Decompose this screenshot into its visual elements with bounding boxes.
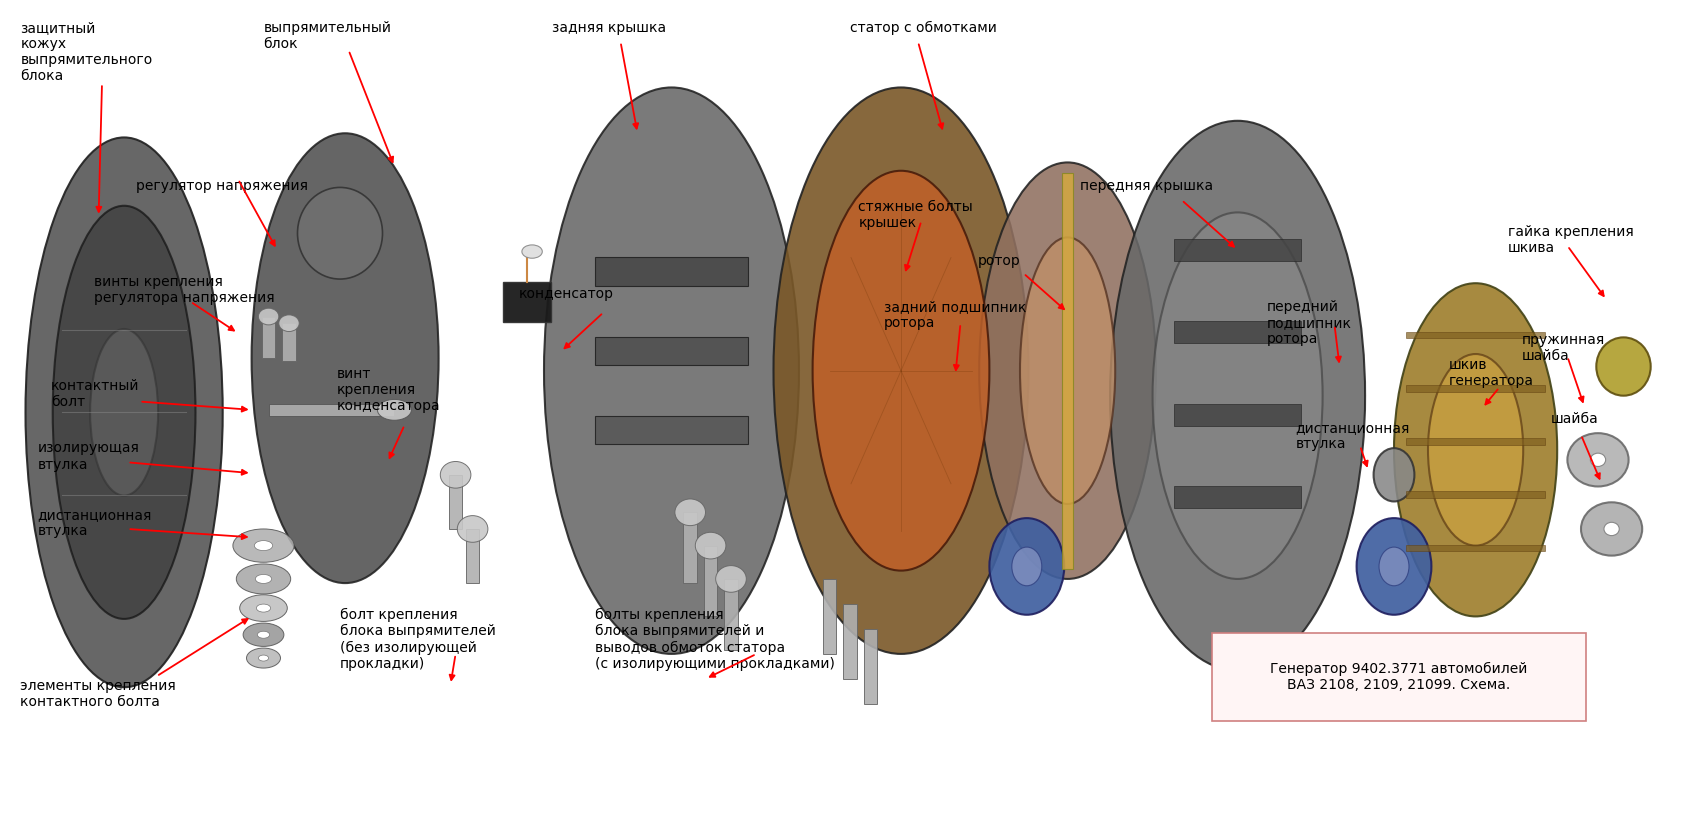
- Ellipse shape: [246, 648, 280, 668]
- Ellipse shape: [1153, 212, 1323, 579]
- Text: дистанционная
втулка: дистанционная втулка: [37, 508, 151, 538]
- Ellipse shape: [26, 137, 223, 687]
- Ellipse shape: [255, 541, 272, 551]
- Bar: [449, 475, 462, 529]
- Ellipse shape: [279, 315, 299, 332]
- Text: болт крепления
блока выпрямителей
(без изолирующей
прокладки): болт крепления блока выпрямителей (без и…: [340, 608, 496, 671]
- Ellipse shape: [1012, 547, 1042, 586]
- Bar: [1173, 486, 1300, 508]
- Ellipse shape: [544, 87, 799, 654]
- Text: Генератор 9402.3771 автомобилей
ВАЗ 2108, 2109, 21099. Схема.: Генератор 9402.3771 автомобилей ВАЗ 2108…: [1270, 661, 1528, 692]
- Ellipse shape: [1394, 283, 1557, 616]
- Bar: [1062, 173, 1073, 568]
- Text: защитный
кожух
выпрямительного
блока: защитный кожух выпрямительного блока: [20, 21, 153, 83]
- Text: задний подшипник
ротора: задний подшипник ротора: [884, 300, 1027, 330]
- Bar: [262, 317, 275, 358]
- Bar: [1406, 332, 1545, 338]
- Text: стяжные болты
крышек: стяжные болты крышек: [858, 200, 972, 230]
- Bar: [1406, 545, 1545, 551]
- Ellipse shape: [1590, 453, 1605, 466]
- Text: ротор: ротор: [977, 254, 1020, 268]
- Bar: [823, 579, 836, 654]
- Ellipse shape: [252, 133, 439, 583]
- FancyBboxPatch shape: [1212, 633, 1586, 721]
- Text: элементы крепления
контактного болта: элементы крепления контактного болта: [20, 679, 177, 709]
- Text: выпрямительный
блок: выпрямительный блок: [264, 21, 391, 51]
- Ellipse shape: [1379, 547, 1409, 586]
- Ellipse shape: [233, 529, 294, 562]
- Bar: [1173, 239, 1300, 261]
- Bar: [1173, 322, 1300, 343]
- Ellipse shape: [1357, 518, 1431, 615]
- Text: винты крепления
регулятора напряжения: винты крепления регулятора напряжения: [94, 275, 274, 305]
- Ellipse shape: [257, 631, 270, 638]
- Text: контактный
болт: контактный болт: [51, 379, 139, 409]
- Ellipse shape: [257, 604, 270, 612]
- Ellipse shape: [1567, 433, 1629, 486]
- Ellipse shape: [979, 162, 1156, 579]
- Ellipse shape: [675, 499, 705, 526]
- Ellipse shape: [377, 400, 411, 421]
- Ellipse shape: [53, 206, 196, 619]
- Text: гайка крепления
шкива: гайка крепления шкива: [1508, 225, 1634, 255]
- Ellipse shape: [774, 87, 1028, 654]
- Bar: [1406, 438, 1545, 445]
- Bar: [683, 512, 697, 583]
- Ellipse shape: [1374, 448, 1414, 501]
- Bar: [503, 282, 551, 322]
- Ellipse shape: [243, 623, 284, 646]
- Text: шайба: шайба: [1550, 412, 1598, 426]
- Text: винт
крепления
конденсатора: винт крепления конденсатора: [337, 367, 440, 413]
- Ellipse shape: [989, 518, 1064, 615]
- Ellipse shape: [1581, 502, 1642, 556]
- Bar: [704, 546, 717, 616]
- Bar: [595, 257, 748, 286]
- Bar: [282, 323, 296, 361]
- Bar: [1406, 385, 1545, 392]
- Ellipse shape: [695, 532, 726, 559]
- Bar: [269, 404, 394, 416]
- Bar: [843, 604, 857, 679]
- Ellipse shape: [457, 516, 488, 542]
- Bar: [724, 579, 738, 650]
- Bar: [864, 629, 877, 704]
- Text: дистанционная
втулка: дистанционная втулка: [1295, 421, 1409, 451]
- Text: передняя крышка: передняя крышка: [1080, 179, 1212, 193]
- Ellipse shape: [522, 245, 542, 258]
- Ellipse shape: [1603, 522, 1618, 536]
- Bar: [466, 529, 479, 583]
- Ellipse shape: [1110, 121, 1365, 671]
- Ellipse shape: [440, 461, 471, 488]
- Ellipse shape: [258, 308, 279, 325]
- Ellipse shape: [236, 564, 291, 594]
- Text: шкив
генератора: шкив генератора: [1448, 358, 1533, 388]
- Ellipse shape: [258, 655, 269, 661]
- Text: болты крепления
блока выпрямителей и
выводов обмоток статора
(с изолирующими про: болты крепления блока выпрямителей и выв…: [595, 608, 835, 671]
- Ellipse shape: [1428, 354, 1523, 546]
- Ellipse shape: [255, 575, 272, 583]
- Ellipse shape: [298, 187, 382, 279]
- Bar: [595, 337, 748, 365]
- Ellipse shape: [90, 329, 158, 496]
- Bar: [595, 416, 748, 444]
- Text: пружинная
шайба: пружинная шайба: [1522, 333, 1605, 363]
- Ellipse shape: [813, 171, 989, 571]
- Ellipse shape: [716, 566, 746, 592]
- Text: передний
подшипник
ротора: передний подшипник ротора: [1266, 300, 1352, 347]
- Ellipse shape: [1020, 237, 1115, 504]
- Text: изолирующая
втулка: изолирующая втулка: [37, 441, 139, 471]
- Text: регулятор напряжения: регулятор напряжения: [136, 179, 308, 193]
- Text: статор с обмотками: статор с обмотками: [850, 21, 996, 35]
- Text: конденсатор: конденсатор: [518, 287, 614, 302]
- Ellipse shape: [240, 595, 287, 621]
- Ellipse shape: [1596, 337, 1651, 396]
- Bar: [1173, 404, 1300, 426]
- Text: задняя крышка: задняя крышка: [552, 21, 666, 35]
- Bar: [1406, 491, 1545, 498]
